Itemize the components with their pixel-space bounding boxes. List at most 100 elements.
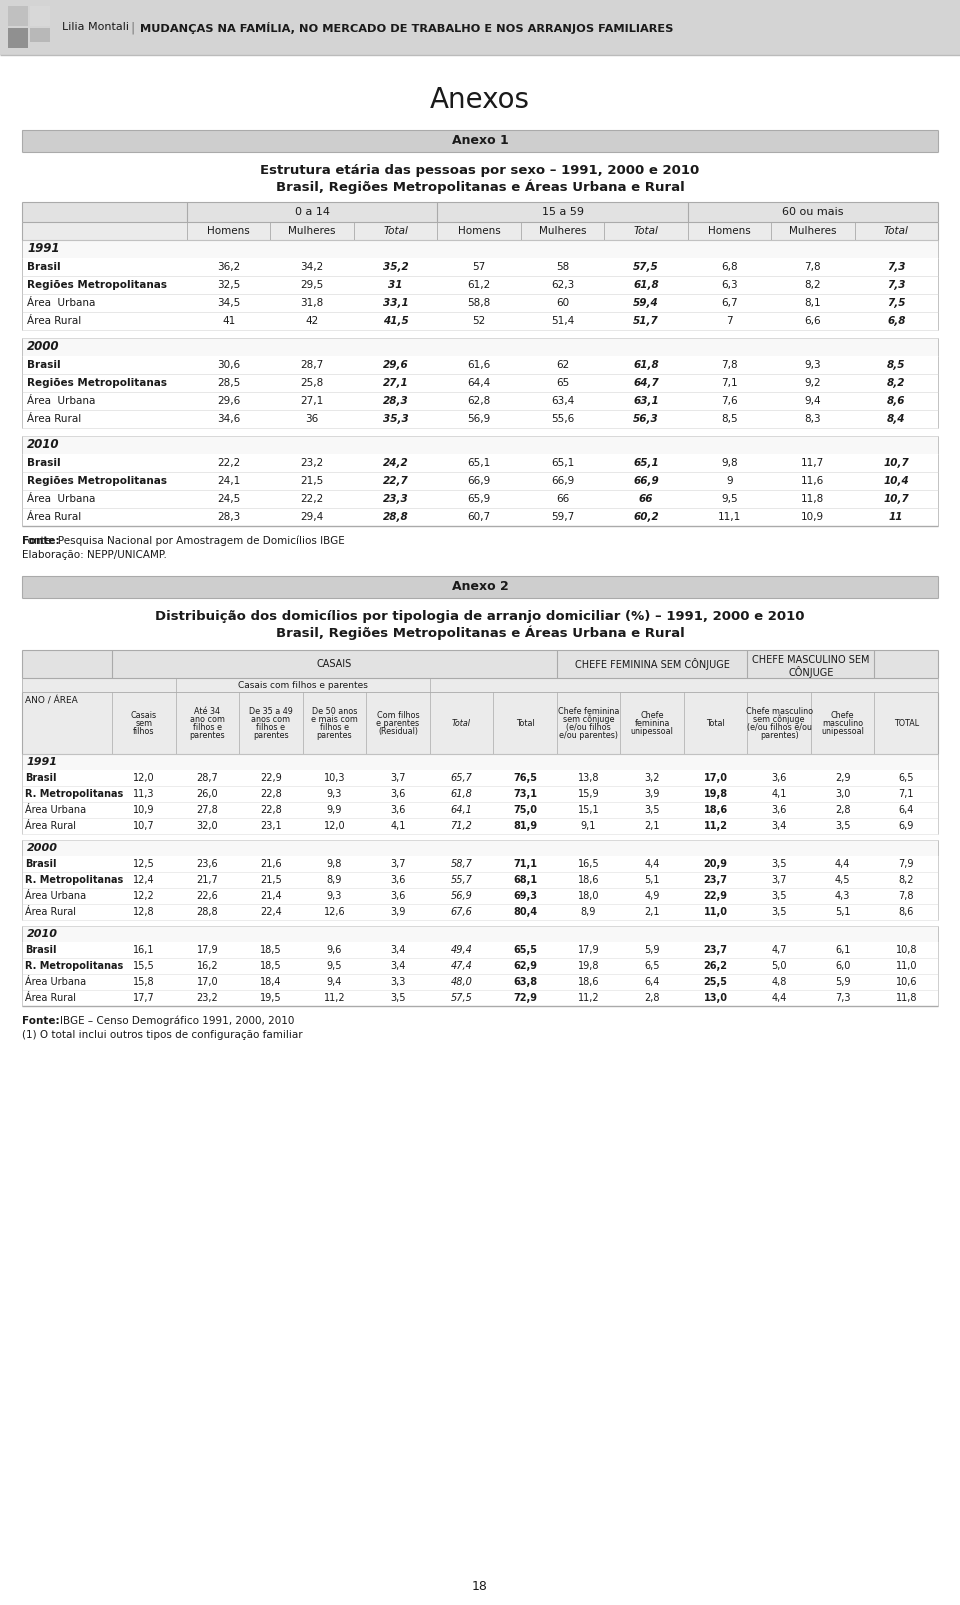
Text: filhos e: filhos e [320,722,348,732]
Text: 42: 42 [305,316,319,326]
Text: 7,1: 7,1 [899,790,914,799]
Text: 11,1: 11,1 [718,512,741,522]
Text: 6,8: 6,8 [887,316,905,326]
Text: 22,9: 22,9 [260,774,281,783]
Text: 11: 11 [889,512,903,522]
Text: 61,8: 61,8 [450,790,472,799]
Text: ano com: ano com [190,714,225,724]
Text: e parentes: e parentes [376,719,420,729]
Text: Brasil, Regiões Metropolitanas e Áreas Urbana e Rural: Brasil, Regiões Metropolitanas e Áreas U… [276,180,684,194]
Bar [22,454,938,472]
Text: 56,9: 56,9 [450,891,472,900]
Text: 33,1: 33,1 [383,299,409,308]
Text: unipessoal: unipessoal [821,727,864,737]
Text: Área Urbana: Área Urbana [25,977,86,987]
Text: (e/ou filhos: (e/ou filhos [566,722,611,732]
Text: 76,5: 76,5 [513,774,537,783]
Text: 3,6: 3,6 [390,891,406,900]
Text: parentes: parentes [189,730,226,740]
Text: 9,9: 9,9 [326,806,342,815]
Text: R. Metropolitanas: R. Metropolitanas [25,790,123,799]
Text: 2,9: 2,9 [835,774,851,783]
Text: 7,9: 7,9 [899,859,914,868]
Text: 19,8: 19,8 [578,961,599,971]
Text: (1) O total inclui outros tipos de configuração familiar: (1) O total inclui outros tipos de confi… [22,1030,302,1040]
Bar [22,650,938,677]
Text: |: | [130,21,134,34]
Text: 18: 18 [472,1581,488,1594]
Text: unipessoal: unipessoal [631,727,674,737]
Text: 8,5: 8,5 [721,414,737,424]
Text: 61,2: 61,2 [468,279,491,291]
Text: 9,6: 9,6 [326,945,342,955]
Text: Total: Total [634,226,659,236]
Text: 9,1: 9,1 [581,822,596,831]
Text: filhos e: filhos e [256,722,285,732]
Bar [22,472,938,490]
Text: 2000: 2000 [27,340,60,353]
Bar [22,130,938,152]
Bar [22,374,938,392]
Text: 28,8: 28,8 [383,512,409,522]
Bar [22,888,938,904]
Text: 71,1: 71,1 [513,859,537,868]
Text: 11,0: 11,0 [896,961,917,971]
Bar [22,677,938,692]
Text: Mulheres: Mulheres [789,226,836,236]
Text: 7,5: 7,5 [887,299,905,308]
Text: anos com: anos com [252,714,291,724]
Text: 56,3: 56,3 [633,414,659,424]
Text: 3,7: 3,7 [772,875,787,884]
Text: 5,1: 5,1 [644,875,660,884]
Text: 4,8: 4,8 [772,977,787,987]
Text: 4,3: 4,3 [835,891,851,900]
Text: 66: 66 [638,494,653,504]
Text: 7,8: 7,8 [721,360,737,371]
Text: 60,2: 60,2 [633,512,659,522]
Bar [22,294,938,311]
Text: 7,3: 7,3 [887,279,905,291]
Text: 34,6: 34,6 [217,414,240,424]
Text: 3,5: 3,5 [644,806,660,815]
Text: 36,2: 36,2 [217,262,240,271]
Text: 28,3: 28,3 [383,396,409,406]
Text: 4,9: 4,9 [644,891,660,900]
Text: 31,8: 31,8 [300,299,324,308]
Text: 6,4: 6,4 [899,806,914,815]
Text: 75,0: 75,0 [513,806,537,815]
Text: 8,9: 8,9 [326,875,342,884]
Text: 3,4: 3,4 [772,822,787,831]
Text: 57,5: 57,5 [633,262,659,271]
Text: 2,1: 2,1 [644,907,660,916]
Text: 8,2: 8,2 [887,379,905,388]
Text: 29,5: 29,5 [300,279,324,291]
Text: 8,1: 8,1 [804,299,821,308]
Text: 10,6: 10,6 [896,977,917,987]
Text: 8,3: 8,3 [804,414,821,424]
Text: 9,8: 9,8 [721,457,737,469]
Text: Área Rural: Área Rural [25,993,76,1003]
Text: Área  Urbana: Área Urbana [27,299,95,308]
Text: 11,8: 11,8 [802,494,825,504]
Text: 9,3: 9,3 [326,790,342,799]
Text: 59,7: 59,7 [551,512,574,522]
Text: 61,6: 61,6 [468,360,491,371]
Text: 62,8: 62,8 [468,396,491,406]
Text: 3,0: 3,0 [835,790,851,799]
Text: 4,5: 4,5 [835,875,851,884]
Text: e/ou parentes): e/ou parentes) [559,730,618,740]
Text: sem cônjuge: sem cônjuge [754,714,804,724]
Text: 55,7: 55,7 [450,875,472,884]
Text: Brasil: Brasil [27,457,60,469]
Text: 23,2: 23,2 [300,457,324,469]
Text: 3,5: 3,5 [772,907,787,916]
Text: Fonte:: Fonte: [22,1016,63,1026]
Bar [22,339,938,356]
Text: Brasil: Brasil [25,774,57,783]
Text: 8,2: 8,2 [804,279,821,291]
Text: 16,1: 16,1 [133,945,155,955]
Text: 17,7: 17,7 [132,993,155,1003]
Text: 12,8: 12,8 [132,907,155,916]
Text: 3,5: 3,5 [390,993,406,1003]
Bar [22,990,938,1006]
